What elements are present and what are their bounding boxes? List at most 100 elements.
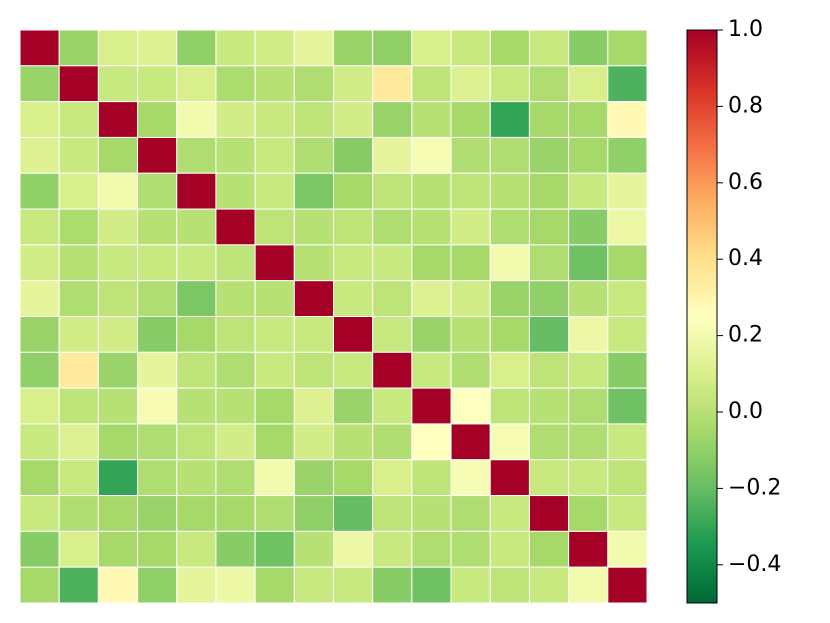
heatmap-cell	[450, 208, 491, 246]
heatmap-cell	[568, 136, 609, 174]
heatmap-cell	[568, 566, 609, 604]
heatmap-cell	[372, 29, 413, 67]
heatmap-cell	[372, 172, 413, 210]
heatmap-cell	[568, 29, 609, 67]
heatmap-cell	[176, 208, 217, 246]
heatmap-cell	[568, 172, 609, 210]
heatmap-cell	[137, 566, 178, 604]
heatmap-cell	[568, 316, 609, 353]
heatmap-cell	[215, 65, 256, 103]
heatmap-cell	[489, 29, 530, 67]
heatmap-cell	[450, 566, 491, 604]
colorbar-tick-label: −0.2	[728, 475, 781, 500]
heatmap-cell	[411, 136, 452, 174]
heatmap-cell	[372, 136, 413, 174]
heatmap-cell	[19, 208, 60, 246]
colorbar	[686, 29, 718, 604]
heatmap-cell	[333, 172, 374, 210]
heatmap-cell	[607, 65, 648, 103]
heatmap-cell	[215, 495, 256, 532]
heatmap-cell	[293, 387, 334, 425]
heatmap-cell	[411, 172, 452, 210]
heatmap-cell	[607, 208, 648, 246]
heatmap-cell	[333, 423, 374, 461]
heatmap-cell	[215, 566, 256, 604]
heatmap-cell	[528, 387, 570, 425]
heatmap-cell	[411, 459, 452, 497]
heatmap-cell	[58, 351, 99, 389]
heatmap-cell	[489, 530, 530, 568]
heatmap-cell	[254, 65, 295, 103]
colorbar-tick-label: 1.0	[728, 17, 763, 42]
heatmap-cell	[411, 423, 452, 461]
heatmap-cell	[58, 101, 99, 138]
heatmap-cell	[568, 208, 609, 246]
heatmap-cell	[254, 351, 295, 389]
heatmap-cell	[254, 566, 295, 604]
heatmap-cell	[176, 244, 217, 282]
heatmap-cell	[215, 280, 256, 317]
colorbar-tick-label: 0.6	[728, 170, 763, 195]
heatmap-cell	[19, 459, 60, 497]
heatmap-cell	[528, 316, 570, 353]
heatmap-cell	[528, 530, 570, 568]
heatmap-cell	[607, 172, 648, 210]
heatmap-cell	[97, 316, 139, 353]
heatmap-cell	[568, 101, 609, 138]
heatmap-cell	[450, 530, 491, 568]
heatmap-cell	[489, 351, 530, 389]
heatmap-cell	[293, 316, 334, 353]
heatmap-cell	[137, 208, 178, 246]
heatmap-cell	[176, 136, 217, 174]
heatmap-cell	[137, 280, 178, 317]
heatmap-cell	[333, 351, 374, 389]
heatmap-cell	[58, 459, 99, 497]
heatmap-cell	[137, 351, 178, 389]
heatmap-cell	[568, 280, 609, 317]
heatmap-cell	[568, 387, 609, 425]
heatmap-cell	[19, 136, 60, 174]
heatmap-cell	[372, 387, 413, 425]
heatmap-cell	[411, 101, 452, 138]
heatmap-cell	[176, 566, 217, 604]
heatmap-cell	[58, 495, 99, 532]
heatmap-cell	[411, 316, 452, 353]
heatmap-cell	[333, 244, 374, 282]
heatmap-cell	[372, 566, 413, 604]
heatmap-cell	[333, 316, 374, 353]
heatmap-cell	[372, 280, 413, 317]
heatmap-cell	[215, 208, 256, 246]
heatmap-cell	[450, 351, 491, 389]
heatmap-cell	[58, 208, 99, 246]
heatmap-cell	[528, 566, 570, 604]
heatmap-cell	[372, 244, 413, 282]
heatmap-cell	[528, 101, 570, 138]
heatmap-cell	[97, 530, 139, 568]
heatmap-cell	[528, 172, 570, 210]
heatmap-cell	[293, 29, 334, 67]
heatmap-cell	[254, 208, 295, 246]
heatmap-cell	[293, 351, 334, 389]
heatmap-cell	[137, 423, 178, 461]
heatmap-cell	[607, 316, 648, 353]
heatmap-cell	[254, 280, 295, 317]
heatmap-cell	[333, 459, 374, 497]
heatmap-cell	[254, 136, 295, 174]
heatmap-cell	[137, 29, 178, 67]
heatmap-cell	[19, 423, 60, 461]
heatmap-cell	[176, 280, 217, 317]
heatmap-cell	[293, 459, 334, 497]
heatmap-cell	[293, 208, 334, 246]
heatmap-cell	[19, 29, 60, 67]
heatmap-cell	[293, 495, 334, 532]
heatmap-cell	[450, 29, 491, 67]
heatmap-cell	[137, 459, 178, 497]
heatmap-cell	[97, 101, 139, 138]
heatmap-cell	[97, 208, 139, 246]
heatmap-cell	[19, 387, 60, 425]
heatmap-cell	[607, 351, 648, 389]
heatmap-cell	[97, 495, 139, 532]
heatmap-cell	[450, 101, 491, 138]
heatmap-cell	[333, 387, 374, 425]
